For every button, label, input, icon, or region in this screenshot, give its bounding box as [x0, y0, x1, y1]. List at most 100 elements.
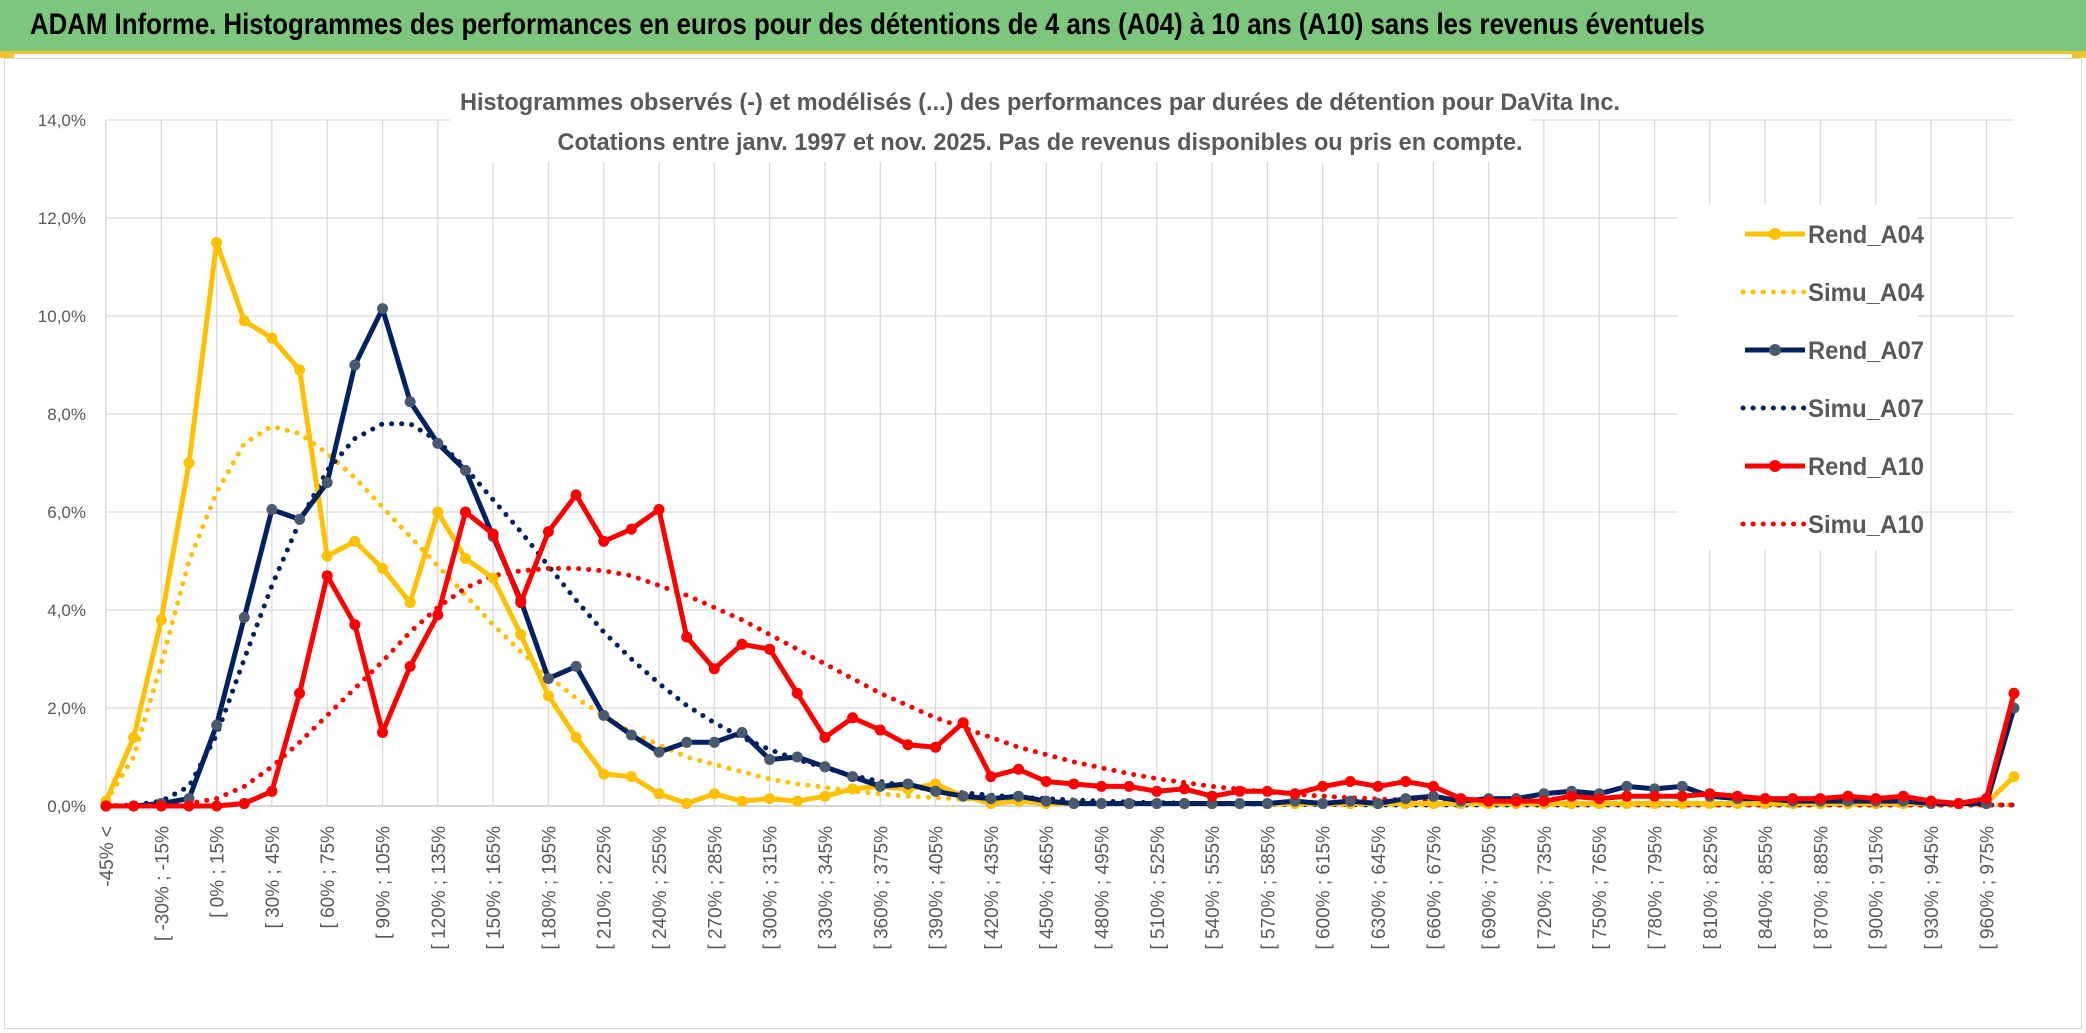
title-backdrop	[450, 80, 1530, 162]
data-point	[266, 504, 278, 516]
data-point	[211, 719, 223, 731]
data-point	[2008, 771, 2020, 783]
x-tick-label: [ 60% ; 75%	[318, 826, 339, 929]
data-point	[1400, 793, 1412, 805]
x-tick-label: [ 0% ; 15%	[208, 826, 229, 918]
data-point	[1372, 798, 1384, 810]
data-point	[238, 798, 250, 810]
x-tick-label: [ 90% ; 105%	[374, 826, 395, 939]
data-point	[377, 303, 389, 315]
data-point	[570, 489, 582, 501]
x-tick-label: [ 450% ; 465%	[1037, 826, 1058, 950]
legend-marker	[1769, 228, 1781, 240]
y-tick-label: 2,0%	[47, 699, 86, 718]
data-point	[1372, 780, 1384, 792]
legend-label: Rend_A04	[1808, 221, 1924, 249]
data-point	[1234, 798, 1246, 810]
data-point	[681, 798, 693, 810]
banner-title: ADAM Informe. Histogrammes des performan…	[30, 8, 1705, 41]
data-point	[1566, 790, 1578, 802]
data-point	[874, 780, 886, 792]
y-tick-label: 4,0%	[47, 601, 86, 620]
y-tick-label: 6,0%	[47, 503, 86, 522]
x-tick-label: [ 960% ; 975%	[1977, 826, 1998, 950]
x-tick-label: [ 870% ; 885%	[1811, 826, 1832, 950]
legend: Rend_A04 Simu_A04 Rend_A07 Simu_A07 Rend_A10…	[1678, 205, 1924, 550]
data-point	[598, 709, 610, 721]
legend-item-rend-a04: Rend_A04	[1745, 221, 1924, 249]
x-tick-label: [ 570% ; 585%	[1258, 826, 1279, 950]
x-tick-label: [ 390% ; 405%	[927, 826, 948, 950]
corner-accent-right	[2072, 54, 2086, 58]
data-point	[1621, 780, 1633, 792]
data-point	[819, 761, 831, 773]
data-point	[1013, 763, 1025, 775]
data-point	[902, 739, 914, 751]
data-point	[1344, 795, 1356, 807]
x-tick-label: [ 510% ; 525%	[1148, 826, 1169, 950]
data-point	[211, 237, 223, 248]
data-point	[625, 771, 637, 783]
data-point	[708, 788, 720, 800]
data-point	[791, 795, 803, 807]
data-point	[874, 724, 886, 736]
data-point	[819, 731, 831, 743]
data-point	[349, 359, 361, 371]
series-line	[106, 306, 2017, 809]
y-tick-label: 14,0%	[38, 111, 86, 130]
data-point	[598, 535, 610, 547]
data-point	[1787, 793, 1799, 805]
x-tick-label: [ 630% ; 645%	[1369, 826, 1390, 950]
data-point	[459, 553, 471, 565]
series-line	[106, 492, 2017, 809]
data-point	[1095, 798, 1107, 810]
y-tick-label: 10,0%	[38, 307, 86, 326]
y-tick-label: 8,0%	[47, 405, 86, 424]
data-point	[487, 572, 499, 584]
x-tick-label: [ 810% ; 825%	[1701, 826, 1722, 950]
corner-accent-left	[0, 54, 14, 58]
data-point	[515, 629, 527, 640]
data-point	[349, 619, 361, 631]
data-point	[128, 800, 140, 812]
data-point	[155, 800, 167, 812]
data-point	[1455, 793, 1467, 805]
data-point	[1151, 798, 1163, 810]
data-point	[1427, 790, 1439, 802]
data-point	[570, 660, 582, 672]
data-point	[404, 396, 416, 408]
data-point	[570, 731, 582, 743]
data-point	[1870, 793, 1882, 805]
data-point	[459, 506, 471, 518]
series-layer	[100, 237, 2020, 812]
data-point	[1731, 790, 1743, 802]
data-point	[266, 332, 278, 344]
data-point	[1123, 798, 1135, 810]
x-tick-label: [ 750% ; 765%	[1590, 826, 1611, 950]
data-point	[294, 364, 306, 376]
data-point	[1040, 795, 1052, 807]
data-point	[957, 790, 969, 802]
data-point	[708, 663, 720, 675]
data-point	[1234, 785, 1246, 797]
x-tick-label: [ 270% ; 285%	[705, 826, 726, 950]
y-tick-label: 0,0%	[47, 797, 86, 816]
x-tick-label: [ 900% ; 915%	[1867, 826, 1888, 950]
data-point	[238, 315, 250, 327]
legend-item-simu-a10: Simu_A10	[1740, 511, 1924, 539]
data-point	[542, 673, 554, 685]
chart-title: Histogrammes observés (-) et modélisés (…	[460, 89, 1620, 116]
data-point	[1953, 798, 1965, 810]
data-point	[321, 550, 333, 562]
legend-label: Rend_A10	[1808, 453, 1924, 481]
data-point	[1400, 776, 1412, 787]
data-point	[653, 504, 665, 516]
data-point	[736, 795, 748, 807]
x-tick-label: [ 180% ; 195%	[539, 826, 560, 950]
x-tick-label: [ 780% ; 795%	[1646, 826, 1667, 950]
legend-marker	[1769, 460, 1781, 472]
x-tick-label: [ 330% ; 345%	[816, 826, 837, 950]
data-point	[1483, 795, 1495, 807]
data-point	[1178, 798, 1190, 810]
legend-item-simu-a04: Simu_A04	[1740, 279, 1924, 307]
